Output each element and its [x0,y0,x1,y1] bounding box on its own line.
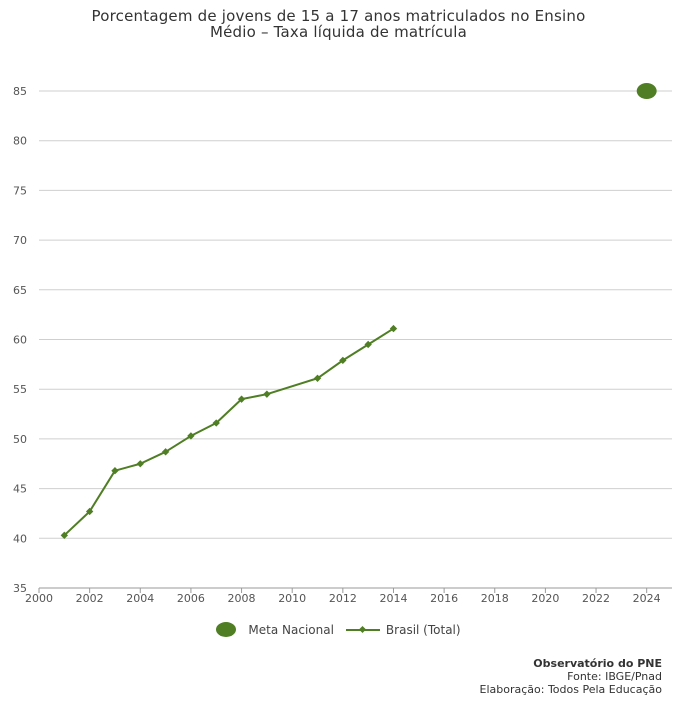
legend-label-brasil-total: Brasil (Total) [385,622,461,637]
data-point-brasil-total-2002[interactable] [85,507,94,516]
y-axis-ticks: 35 40 45 50 55 60 65 70 75 80 85 [13,85,27,595]
credits-source: Fonte: IBGE/Pnad [567,670,662,683]
legend: Meta Nacional Brasil (Total) [0,622,677,637]
legend-item-meta-nacional[interactable]: Meta Nacional [216,622,334,637]
x-tick-label-2000: 2000 [25,592,53,605]
x-tick-label-2022: 2022 [582,592,610,605]
credits-org: Observatório do PNE [533,657,662,670]
legend-line-diamond-icon [345,625,380,635]
y-tick-label-65: 65 [13,284,27,297]
data-point-brasil-total-2007[interactable] [212,419,220,427]
x-tick-label-2004: 2004 [126,592,154,605]
data-point-brasil-total-2003[interactable] [111,467,119,475]
y-tick-label-40: 40 [13,532,27,545]
y-tick-label-50: 50 [13,433,27,446]
chart-title-line-1: Porcentagem de jovens de 15 a 17 anos ma… [91,7,586,25]
y-tick-label-80: 80 [13,135,27,148]
y-tick-label-35: 35 [13,582,27,595]
x-tick-label-2016: 2016 [430,592,458,605]
x-tick-label-2008: 2008 [228,592,256,605]
x-tick-label-2020: 2020 [531,592,559,605]
series-layer [60,83,657,539]
y-tick-label-55: 55 [13,383,27,396]
chart-title-line-2: Médio – Taxa líquida de matrícula [209,23,468,41]
legend-circle-icon [216,622,237,637]
data-point-brasil-total-2011[interactable] [313,374,322,382]
x-tick-label-2002: 2002 [76,592,104,605]
data-point-brasil-total-2006[interactable] [187,432,195,440]
grid-lines [39,90,672,539]
data-point-brasil-total-2012[interactable] [339,356,347,365]
x-tick-label-2014: 2014 [379,592,407,605]
data-point-brasil-total-2009[interactable] [263,390,271,398]
data-point-brasil-total-2005[interactable] [161,448,170,456]
x-tick-label-2006: 2006 [177,592,205,605]
data-point-brasil-total-2013[interactable] [364,340,372,349]
data-point-meta-nacional-2024[interactable] [636,83,657,99]
chart-title: Porcentagem de jovens de 15 a 17 anos ma… [0,8,677,40]
legend-label-meta-nacional: Meta Nacional [248,622,334,637]
x-axis: 2000 2002 2004 2006 2008 2010 2012 2014 2016 2018… [25,587,672,605]
y-tick-label-70: 70 [13,234,27,247]
data-point-brasil-total-2014[interactable] [389,324,398,333]
y-tick-label-85: 85 [13,85,27,98]
x-tick-label-2012: 2012 [329,592,357,605]
credits-elaboration: Elaboração: Todos Pela Educação [479,683,662,696]
data-point-brasil-total-2008[interactable] [237,395,246,403]
data-point-brasil-total-2004[interactable] [136,460,144,468]
x-tick-label-2010: 2010 [278,592,306,605]
x-tick-label-2024: 2024 [633,592,661,605]
x-tick-label-2018: 2018 [481,592,509,605]
y-tick-label-75: 75 [13,184,27,197]
y-tick-label-60: 60 [13,334,27,347]
credits: Observatório do PNE Fonte: IBGE/Pnad Ela… [480,657,662,696]
legend-item-brasil-total[interactable]: Brasil (Total) [345,622,461,637]
y-tick-label-45: 45 [13,483,27,496]
